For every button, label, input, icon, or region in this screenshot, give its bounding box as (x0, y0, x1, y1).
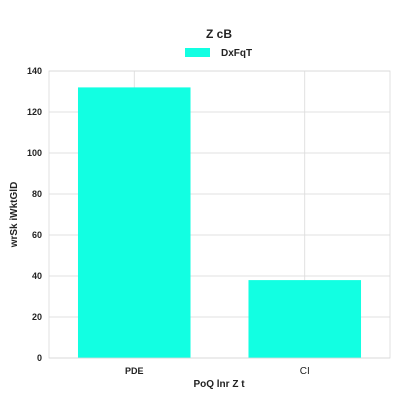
y-tick-label: 60 (32, 230, 42, 240)
legend: DxFqT (185, 48, 252, 59)
y-tick-label: 20 (32, 312, 42, 322)
x-tick-label: PDE (125, 366, 144, 376)
x-axis-label: PoQ lnr Z t (193, 379, 245, 390)
x-tick-label: CI (300, 366, 310, 377)
bar-pde (77, 87, 191, 359)
chart-title: Z cB (206, 27, 232, 41)
plot-frame (48, 70, 391, 359)
y-tick-label: 100 (27, 148, 42, 158)
y-tick-label: 0 (37, 353, 42, 363)
legend-label: DxFqT (221, 48, 252, 59)
bars (77, 87, 362, 359)
y-axis-ticks: 0 20 40 60 80 100 120 140 (27, 66, 42, 363)
y-tick-label: 120 (27, 107, 42, 117)
y-tick-label: 140 (27, 66, 42, 76)
legend-swatch (185, 48, 210, 57)
x-axis-ticks: PDE CI (125, 366, 310, 377)
y-tick-label: 40 (32, 271, 42, 281)
bar-ci (248, 280, 362, 358)
y-axis-label: wrSk iWktGlD (9, 182, 20, 249)
y-tick-label: 80 (32, 189, 42, 199)
